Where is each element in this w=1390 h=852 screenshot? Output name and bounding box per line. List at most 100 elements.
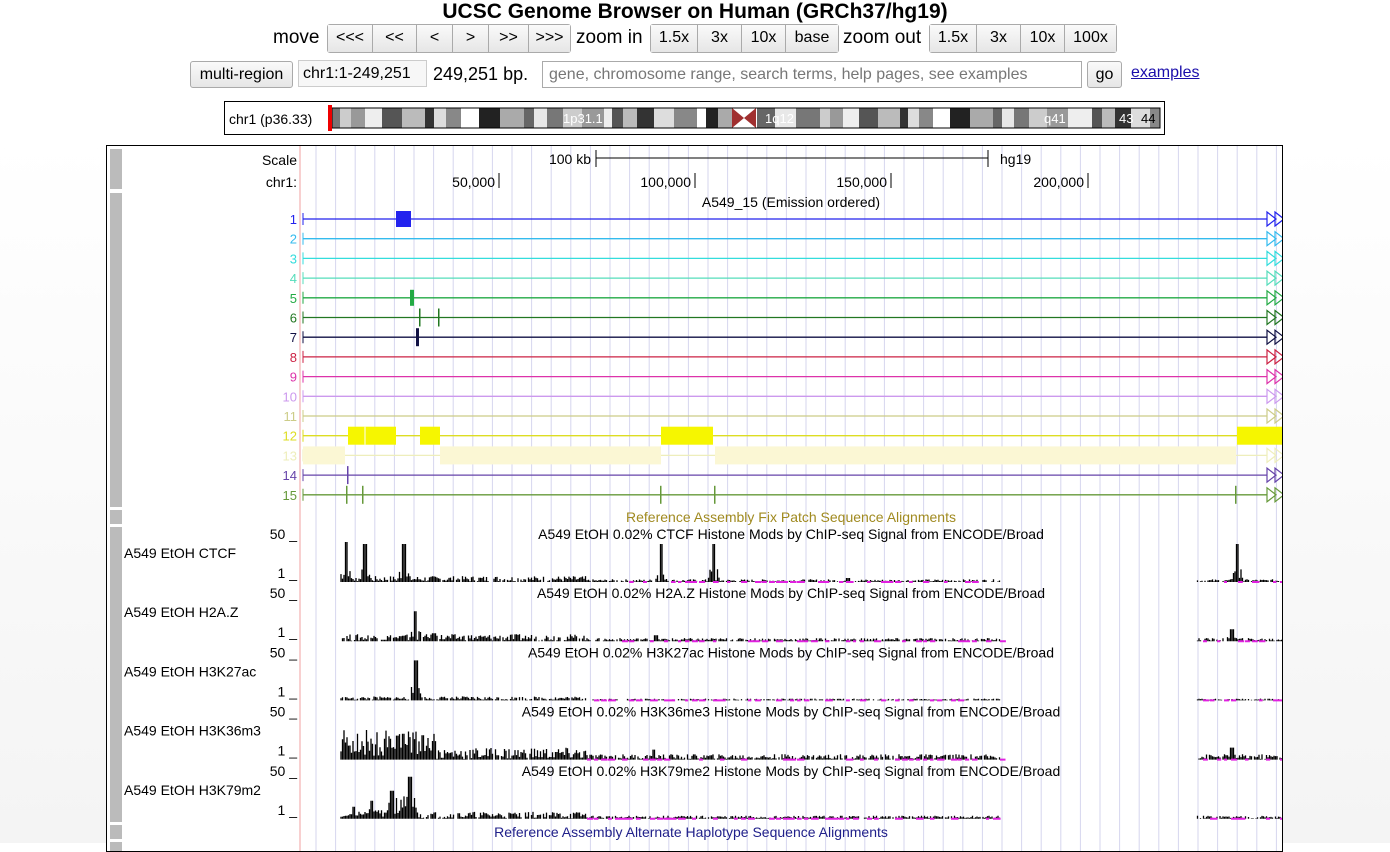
ruler-tick-label: 100,000 — [640, 174, 691, 190]
ideogram-band-label: 44 — [1141, 111, 1155, 126]
go-button[interactable]: go — [1087, 61, 1122, 88]
ideogram-band — [434, 108, 446, 128]
zoom-in-3x-button[interactable]: 3x — [698, 25, 742, 52]
chromhmm-state-label: 10 — [283, 389, 297, 404]
chromhmm-strand-arrow — [1266, 230, 1282, 247]
ideogram-band — [843, 108, 859, 128]
chromhmm-state-label: 5 — [290, 291, 297, 306]
chromhmm-state-label: 12 — [283, 429, 297, 444]
move-right-button[interactable]: >> — [489, 25, 529, 52]
ideogram-band — [1068, 108, 1092, 128]
ideogram-band — [820, 108, 830, 128]
ideogram-band — [365, 108, 382, 128]
position-display[interactable]: chr1:1-249,251 — [298, 60, 427, 87]
chromhmm-segment — [416, 328, 419, 347]
ideogram-band — [500, 108, 524, 128]
signal-track[interactable]: A549 EtOH H3K27ac 50 _ 1 _ A549 EtOH 0.02% … — [124, 644, 1282, 702]
track-side-button[interactable] — [110, 149, 122, 189]
ideogram-band — [1002, 108, 1014, 128]
move-far-left-button[interactable]: <<< — [328, 25, 373, 52]
chromhmm-segment — [1237, 426, 1282, 445]
signal-track[interactable]: A549 EtOH H3K79m2 50 _ 1 _ A549 EtOH 0.02% … — [124, 763, 1282, 820]
chromhmm-strand-arrow — [1266, 348, 1282, 366]
zoom-out-1-5x-button[interactable]: 1.5x — [930, 25, 977, 52]
ideogram-band — [524, 108, 534, 128]
signal-track-max: 50 _ — [270, 644, 297, 660]
ideogram-band — [1047, 108, 1068, 128]
signal-track-name: A549 EtOH CTCF — [124, 545, 236, 561]
zoom-out-10x-button[interactable]: 10x — [1021, 25, 1065, 52]
search-input[interactable] — [542, 61, 1082, 88]
ideogram-band — [340, 108, 351, 128]
zoom-in-1-5x-button[interactable]: 1.5x — [651, 25, 698, 52]
ideogram-band — [402, 108, 425, 128]
chromhmm-strand-arrow — [1266, 328, 1282, 346]
ideogram-band — [382, 108, 402, 128]
ruler-ticks: 50,000 100,000 150,000 200,000 — [452, 173, 1089, 190]
ideogram-band — [775, 108, 796, 128]
chromhmm-segment — [440, 446, 661, 465]
signal-track-min: 1 _ — [278, 683, 298, 699]
page-title: UCSC Genome Browser on Human (GRCh37/hg1… — [442, 0, 948, 23]
examples-link[interactable]: examples — [1131, 64, 1200, 81]
ideogram-band — [563, 108, 582, 128]
signal-track-bars — [341, 611, 1282, 642]
tracks-panel[interactable]: Scale chr1: 100 kb hg19 50,000 100,000 150… — [106, 145, 1283, 852]
move-button-group: <<< << < > >> >>> — [327, 24, 571, 53]
signal-track[interactable]: A549 EtOH CTCF 50 _ 1 _ A549 EtOH 0.02% CTC… — [124, 526, 1282, 583]
signal-track-bars — [340, 776, 1282, 819]
chromhmm-strand-arrow — [1266, 250, 1282, 267]
zoom-out-3x-button[interactable]: 3x — [977, 25, 1021, 52]
chromhmm-strand-arrow — [1266, 210, 1282, 228]
ideogram-band — [1092, 108, 1102, 128]
zoom-in-button-group: 1.5x 3x 10x base — [650, 24, 839, 53]
chromhmm-segment — [715, 446, 1236, 465]
track-side-button[interactable] — [110, 825, 122, 839]
ideogram-band-label: q41 — [1044, 111, 1066, 126]
track-side-button[interactable] — [110, 527, 122, 822]
ruler-tick-label: 150,000 — [836, 174, 887, 190]
chromhmm-segment — [438, 308, 440, 327]
chromhmm-segment — [362, 485, 364, 504]
ideogram-band — [604, 108, 612, 128]
move-left-button[interactable]: << — [373, 25, 417, 52]
ideogram-band — [674, 108, 697, 128]
move-far-right-button[interactable]: >>> — [529, 25, 570, 52]
chromhmm-segment — [410, 289, 414, 306]
multi-region-button[interactable]: multi-region — [190, 61, 293, 88]
ideogram-band-label: 1q12 — [765, 111, 794, 126]
move-step-right-button[interactable]: > — [453, 25, 489, 52]
move-step-left-button[interactable]: < — [417, 25, 453, 52]
signal-track-max: 50 _ — [270, 704, 297, 720]
chromosome-ideogram[interactable]: chr1 (p36.33) 1p31.1 1q12 q41 43 44 — [224, 101, 1165, 135]
chromhmm-segment — [661, 426, 713, 445]
chromhmm-state-label: 1 — [290, 212, 297, 227]
chromhmm-strand-arrow — [1266, 486, 1282, 504]
ideogram-band — [900, 108, 908, 128]
ideogram-band — [1115, 108, 1131, 128]
signal-track[interactable]: A549 EtOH H2A.Z 50 _ 1 _ A549 EtOH 0.02% H2… — [124, 585, 1282, 643]
signal-track[interactable]: A549 EtOH H3K36m3 50 _ 1 _ A549 EtOH 0.02% … — [124, 704, 1282, 761]
ideogram-band — [706, 108, 718, 128]
track-side-button[interactable] — [110, 193, 122, 507]
signal-track-max: 50 _ — [270, 585, 297, 601]
region-size-label: 249,251 bp. — [433, 64, 529, 84]
zoom-out-100x-button[interactable]: 100x — [1065, 25, 1116, 52]
zoom-in-label: zoom in — [576, 27, 643, 48]
zoom-in-base-button[interactable]: base — [786, 25, 838, 52]
ideogram-band — [757, 108, 775, 128]
move-label: move — [273, 27, 320, 48]
signal-track-title: A549 EtOH 0.02% H3K79me2 Histone Mods by… — [522, 763, 1060, 779]
chromhmm-strand-arrow — [1266, 269, 1282, 287]
chromhmm-state-label: 13 — [283, 448, 297, 463]
zoom-out-label: zoom out — [843, 27, 922, 48]
zoom-in-10x-button[interactable]: 10x — [742, 25, 786, 52]
chromhmm-state-label: 2 — [290, 232, 297, 247]
ruler-tick-label: 50,000 — [452, 174, 495, 190]
ideogram-band — [993, 108, 1002, 128]
track-side-button[interactable] — [110, 842, 122, 851]
signal-track-max: 50 _ — [270, 526, 297, 542]
track-side-button[interactable] — [110, 510, 122, 524]
ideogram-band — [425, 108, 434, 128]
chromhmm-segment — [714, 485, 716, 504]
